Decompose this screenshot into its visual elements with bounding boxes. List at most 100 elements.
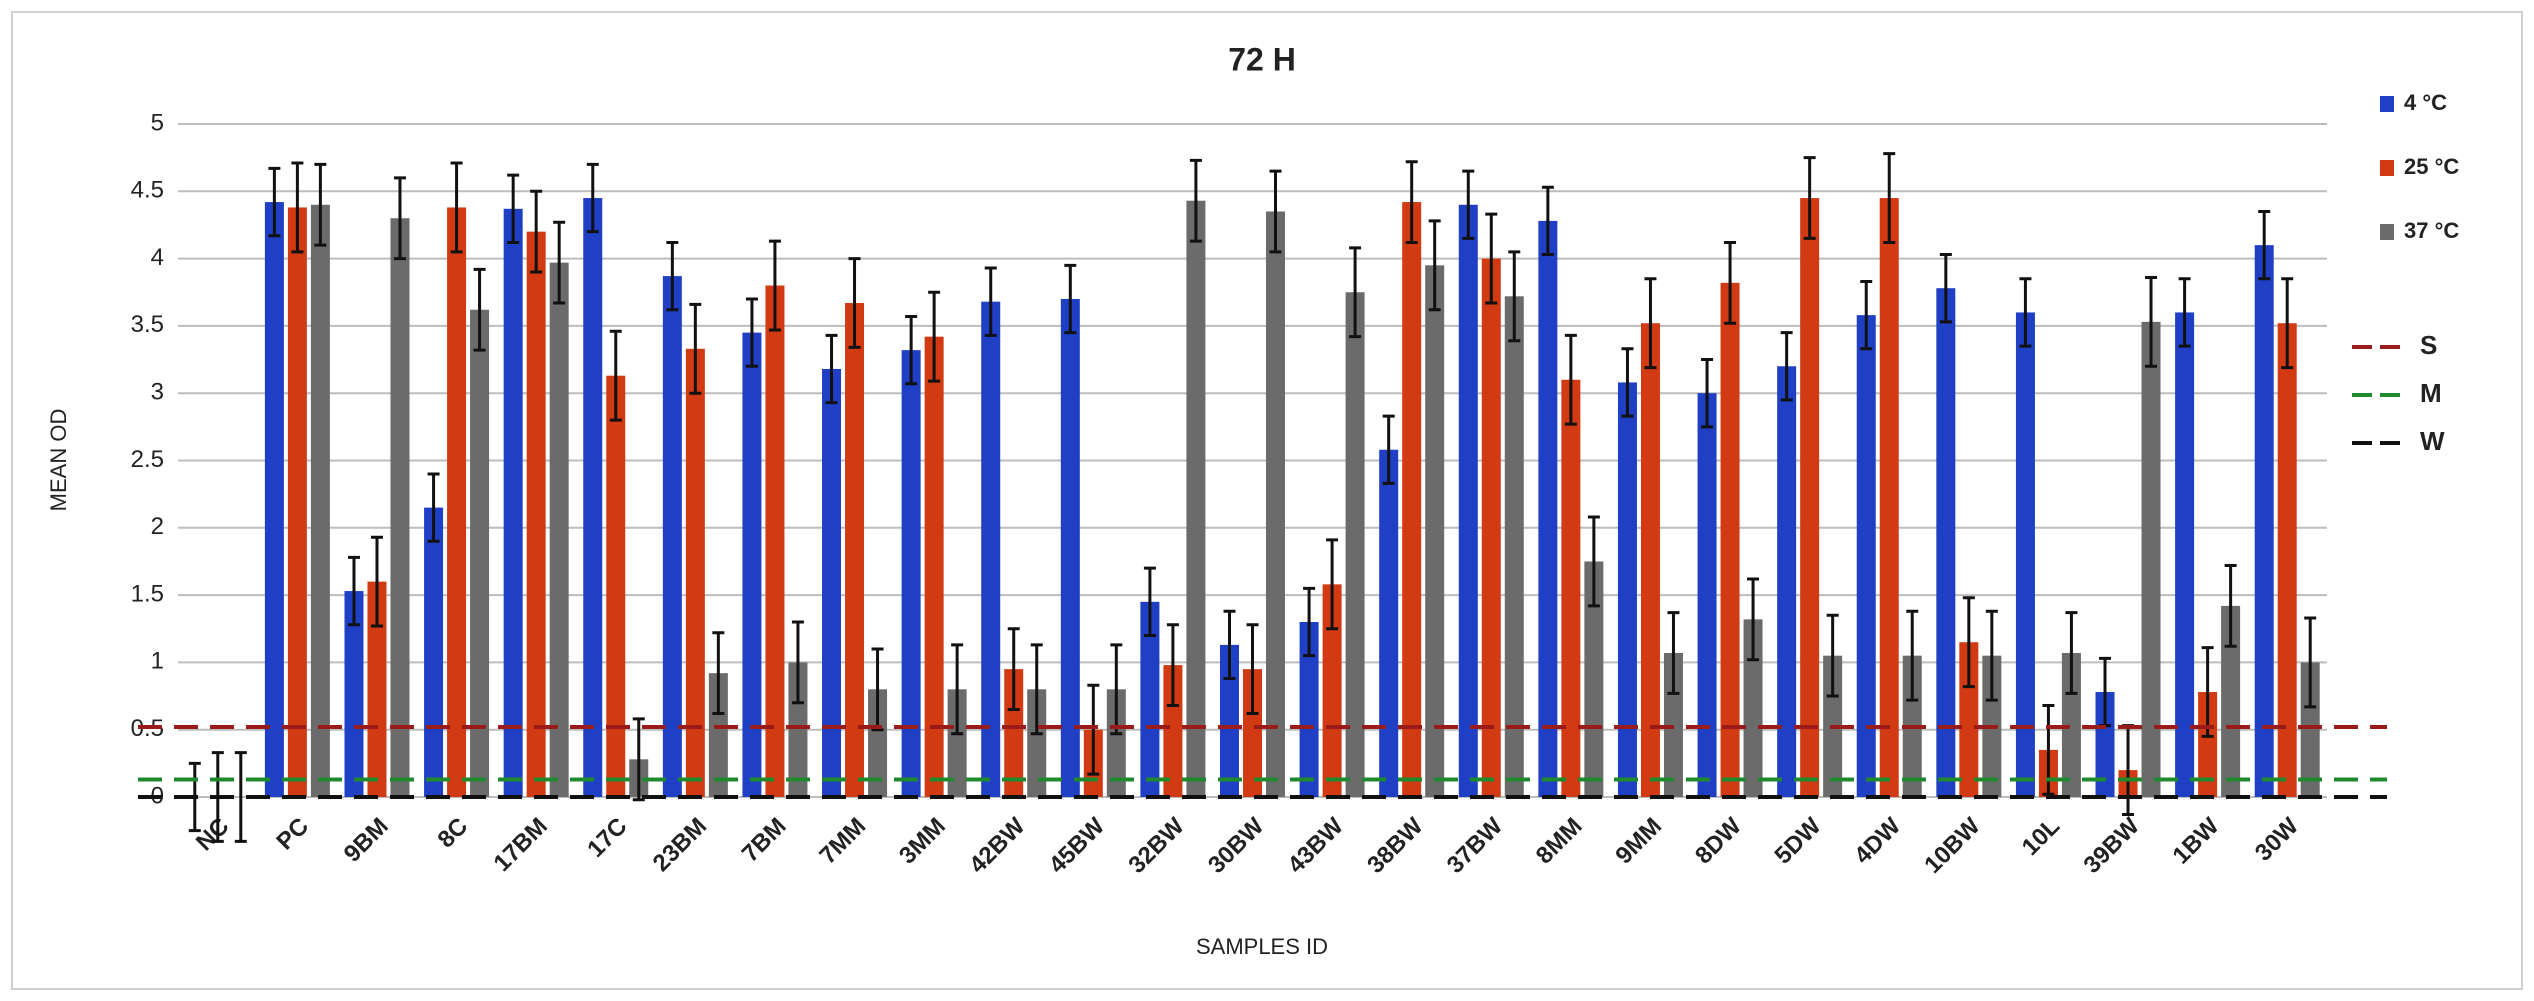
error-bar	[370, 535, 383, 628]
bar	[822, 368, 842, 797]
error-bar	[1939, 253, 1952, 324]
error-bar	[2019, 277, 2032, 348]
error-bar	[291, 161, 304, 254]
bar	[1402, 202, 1422, 797]
bar	[2254, 245, 2274, 797]
error-bar	[609, 329, 622, 422]
error-bar	[1382, 414, 1395, 485]
error-bar	[1166, 623, 1179, 707]
error-bar	[1189, 158, 1202, 243]
bar	[1697, 393, 1717, 797]
bar	[1663, 652, 1683, 797]
error-bar	[1962, 596, 1975, 689]
error-bar	[1508, 250, 1521, 343]
bar	[1617, 382, 1637, 797]
error-bar	[825, 333, 838, 405]
y-tick-label: 1.5	[131, 580, 164, 607]
bar	[765, 285, 785, 797]
error-bar	[2258, 209, 2271, 281]
bar	[2015, 312, 2035, 797]
y-tick-label: 2	[151, 513, 164, 540]
error-bar	[1667, 611, 1680, 695]
error-bar	[1826, 613, 1839, 698]
bar	[1425, 265, 1445, 798]
error-bar	[905, 314, 918, 386]
bar	[2095, 692, 2115, 797]
bar	[2141, 321, 2161, 797]
error-bar	[1246, 623, 1259, 716]
error-bar	[1462, 169, 1475, 240]
error-bar	[2145, 275, 2158, 368]
error-bar	[2201, 646, 2214, 738]
error-bar	[2065, 611, 2078, 695]
error-bar	[1143, 566, 1156, 637]
bar	[1186, 200, 1206, 798]
bar	[1481, 258, 1501, 798]
bar	[287, 207, 307, 797]
bar	[526, 231, 546, 797]
error-bar	[928, 290, 941, 383]
bar	[1004, 669, 1024, 797]
error-bar	[1007, 627, 1020, 712]
bar	[947, 689, 967, 797]
error-bar	[450, 161, 463, 254]
legend-label: M	[2420, 378, 2442, 408]
bar	[1561, 379, 1581, 797]
error-bar	[666, 240, 679, 312]
bar	[1879, 198, 1899, 797]
bar	[1959, 642, 1979, 797]
bar	[606, 375, 626, 797]
error-bar	[1223, 609, 1236, 681]
bar	[2300, 662, 2320, 797]
bar	[1458, 204, 1478, 797]
bar	[2175, 312, 2195, 797]
bar	[2061, 652, 2081, 797]
error-bar	[2178, 277, 2191, 348]
bar	[845, 303, 865, 797]
chart-title: 72 H	[1228, 41, 1296, 77]
bar	[424, 507, 444, 797]
error-bar	[234, 751, 247, 843]
error-bar	[1326, 538, 1339, 631]
error-bar	[1428, 219, 1441, 312]
error-bar	[1860, 279, 1873, 351]
y-tick-label: 4.5	[131, 177, 164, 204]
error-bar	[1030, 643, 1043, 736]
y-tick-label: 3	[151, 379, 164, 406]
y-axis-label: MEAN OD	[46, 409, 71, 512]
legend-label: 37 °C	[2404, 218, 2459, 243]
y-tick-label: 5	[151, 109, 164, 136]
y-tick-label: 3.5	[131, 311, 164, 338]
bar	[1243, 669, 1262, 797]
bar	[1640, 323, 1660, 797]
y-tick-label: 4	[151, 244, 164, 271]
bar	[1720, 282, 1740, 797]
bar	[390, 218, 410, 798]
bar	[788, 662, 808, 797]
bar	[1538, 220, 1558, 798]
bar	[1140, 601, 1160, 797]
bar	[310, 204, 330, 797]
error-bar	[1269, 169, 1282, 254]
bar	[447, 207, 467, 797]
error-bar	[632, 717, 645, 802]
y-tick-label: 1	[151, 648, 164, 675]
error-bar	[791, 620, 804, 705]
error-bar	[848, 257, 861, 349]
error-bar	[768, 239, 781, 332]
bar	[264, 202, 284, 797]
error-bar	[586, 162, 599, 234]
error-bar	[1803, 156, 1816, 240]
error-bar	[427, 472, 440, 543]
bar	[868, 689, 888, 797]
bar	[1106, 689, 1126, 797]
error-bar	[473, 267, 486, 352]
bar	[1163, 665, 1183, 797]
bar	[1584, 561, 1604, 797]
error-bar	[2281, 277, 2294, 370]
error-bar	[712, 631, 725, 716]
error-bar	[1883, 152, 1896, 244]
legend-label: 4 °C	[2404, 90, 2447, 115]
error-bar	[268, 166, 281, 238]
